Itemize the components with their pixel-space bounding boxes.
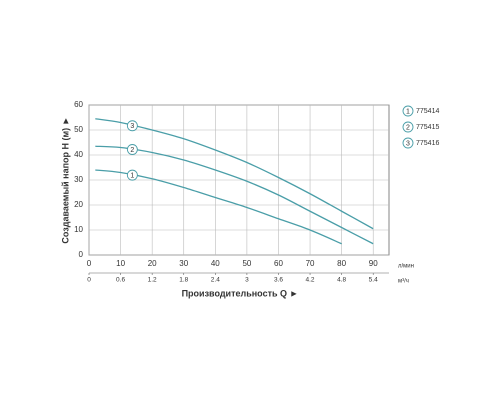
curve-badge-label: 3 [130,123,134,130]
x2-tick-label: 1.2 [148,277,157,284]
x-axis-label: Производительность Q ► [182,288,299,298]
y-tick-label: 0 [79,250,84,259]
legend-label: 775416 [416,140,439,147]
x-tick-label: 60 [274,259,283,268]
legend-badge-label: 1 [406,108,410,115]
x2-tick-label: 4.8 [337,277,346,284]
y-tick-label: 10 [74,225,83,234]
x2-tick-label: 5.4 [369,277,378,284]
legend-label: 775415 [416,124,439,131]
y-tick-label: 60 [74,100,83,109]
x2-unit: м³/ч [398,279,409,285]
x2-tick-label: 1.8 [179,277,188,284]
legend-badge [402,137,414,149]
legend-badge-label: 2 [406,124,410,131]
x-unit: л/мин [398,264,414,270]
x2-tick-label: 3 [245,277,249,284]
curve-badge [126,144,138,155]
curve-badge-label: 2 [130,147,134,154]
x2-tick-label: 3.6 [274,277,283,284]
y-tick-label: 30 [74,175,83,184]
x-tick-label: 40 [211,259,220,268]
y-tick-label: 50 [74,125,83,134]
x-tick-label: 10 [116,259,125,268]
x-tick-label: 30 [179,259,188,268]
y-tick-label: 20 [74,200,83,209]
legend-badge [402,105,414,117]
curve-badge [126,169,138,181]
y-tick-label: 40 [74,150,83,159]
legend-label: 775414 [416,108,439,115]
curve-badge [126,120,138,132]
x-tick-label: 20 [148,259,157,268]
x-tick-label: 0 [87,259,92,268]
x-tick-label: 90 [369,259,378,268]
legend-badge-label: 3 [406,140,410,147]
x-tick-label: 70 [306,259,315,268]
x2-tick-label: 0.6 [116,277,125,284]
curve-badge-label: 1 [130,172,134,179]
y-axis-label: Создаваемый напор H (м) ► [60,116,70,243]
x2-tick-label: 2.4 [211,277,220,284]
x2-tick-label: 0 [87,277,91,284]
legend-badge [402,121,414,133]
x2-tick-label: 4.2 [306,277,315,284]
x-tick-label: 50 [242,259,251,268]
x-tick-label: 80 [337,259,346,268]
